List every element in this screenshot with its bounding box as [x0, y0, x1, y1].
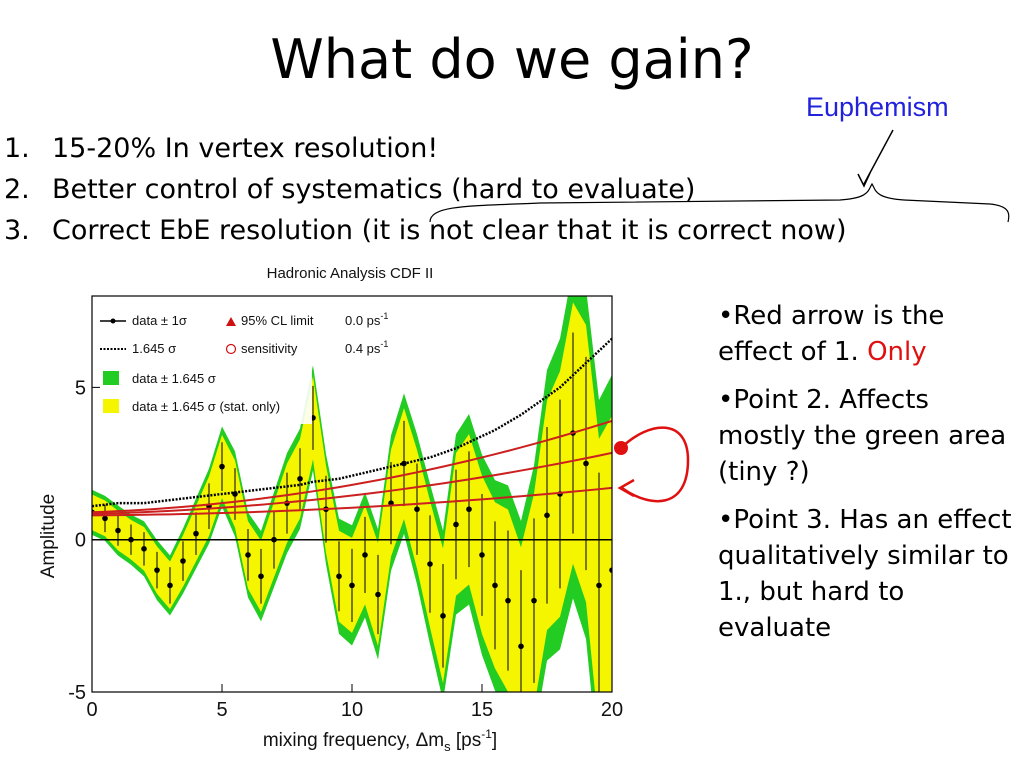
legend-label-sigma: 1.645 σ [132, 341, 176, 356]
amplitude-chart: Hadronic Analysis CDF II 0 5 10 15 20-505 da… [38, 265, 623, 754]
red-arrow [620, 426, 690, 503]
data-point [583, 460, 589, 467]
x-tick-label: 10 [341, 699, 363, 721]
legend-marker-sensitivity [225, 343, 237, 355]
data-point [596, 582, 602, 589]
data-point [297, 475, 303, 482]
data-point [492, 582, 498, 589]
data-point [414, 506, 420, 513]
brace-annotation [429, 182, 1010, 223]
data-point [544, 512, 550, 519]
note-item: •Point 3. Has an effect qualitatively si… [718, 502, 1018, 646]
plot-area: 0 5 10 15 20-505 [68, 295, 623, 721]
x-tick-label: 20 [601, 699, 623, 721]
red-curve [92, 451, 612, 515]
data-point [102, 515, 108, 522]
list-number: 1. [4, 133, 30, 164]
legend-swatch-yellow [103, 399, 119, 413]
legend-value-cl-limit: 0.0 ps-1 [345, 311, 388, 328]
data-point [609, 567, 612, 573]
list-item-text: Correct EbE resolution (it is not clear … [52, 215, 847, 246]
data-point [518, 643, 524, 650]
list-item: 1. 15-20% In vertex resolution! [0, 128, 847, 169]
data-point [505, 597, 511, 604]
legend-marker-data-dot [110, 318, 116, 324]
note-text: •Point 2. Affects mostly the green area … [718, 385, 1007, 487]
note-item: •Point 2. Affects mostly the green area … [718, 382, 1018, 490]
x-tick-label: 5 [216, 699, 227, 721]
gain-list: 1. 15-20% In vertex resolution! 2. Better … [0, 128, 847, 251]
legend-marker-cl-limit [226, 317, 236, 326]
data-point [258, 573, 264, 580]
data-point [115, 527, 121, 534]
legend-label-cl-limit: 95% CL limit [241, 313, 314, 328]
note-text: •Red arrow is the effect of 1. [718, 301, 945, 367]
list-number: 3. [4, 215, 30, 246]
data-point [531, 597, 537, 604]
list-item: 2. Better control of systematics (hard to… [0, 169, 847, 210]
data-point [362, 552, 368, 558]
y-tick-label: 5 [75, 377, 86, 399]
red-arrow-head [617, 478, 635, 498]
data-point [245, 552, 251, 558]
data-point [427, 561, 433, 567]
x-tick-label: 0 [86, 699, 97, 721]
euphemism-annotation: Euphemism [806, 92, 949, 122]
data-point [466, 506, 472, 513]
data-point [336, 573, 342, 580]
note-item: •Red arrow is the effect of 1. Only [718, 298, 1018, 370]
data-point [154, 567, 160, 573]
data-point [167, 582, 173, 589]
chart-legend: data ± 1σ 95% CL limit 0.0 ps-1 1.645 σ … [100, 304, 388, 424]
legend-label-data: data ± 1σ [132, 313, 187, 328]
data-point [193, 530, 199, 537]
chart-title: Hadronic Analysis CDF II [267, 265, 434, 282]
note-text: •Point 3. Has an effect qualitatively si… [718, 505, 1012, 643]
legend-background [100, 304, 312, 424]
legend-label-yellow-band: data ± 1.645 σ (stat. only) [132, 399, 280, 414]
side-notes: •Red arrow is the effect of 1. Only •Poi… [718, 298, 1018, 658]
list-item-text: 15-20% In vertex resolution! [52, 133, 439, 164]
legend-swatch-green [103, 371, 119, 385]
list-item: 3. Correct EbE resolution (it is not clea… [0, 210, 847, 251]
data-point [440, 613, 446, 619]
y-axis-label: Amplitude [38, 494, 59, 579]
y-tick-label: -5 [68, 682, 86, 704]
legend-label-sensitivity: sensitivity [241, 341, 298, 356]
data-point [453, 521, 459, 528]
note-highlight: Only [867, 337, 927, 367]
list-number: 2. [4, 174, 30, 205]
y-tick-label: 0 [75, 530, 86, 552]
euphemism-pointer-head [857, 172, 871, 188]
data-point [479, 552, 485, 558]
list-item-text: Better control of systematics (hard to e… [52, 174, 696, 205]
red-curve [92, 419, 612, 514]
x-axis-label: mixing frequency, Δms [ps-1] [263, 727, 497, 754]
sigma-line [92, 337, 612, 508]
data-point [349, 582, 355, 589]
data-point [219, 463, 225, 470]
legend-value-sensitivity: 0.4 ps-1 [345, 339, 388, 356]
data-point [180, 558, 186, 564]
red-curve [92, 486, 612, 517]
x-tick-label: 15 [471, 699, 493, 721]
slide-title: What do we gain? [270, 28, 754, 91]
data-point [375, 591, 381, 598]
plot-clip-group [92, 296, 612, 692]
legend-label-green-band: data ± 1.645 σ [132, 371, 216, 386]
data-point [141, 546, 147, 552]
